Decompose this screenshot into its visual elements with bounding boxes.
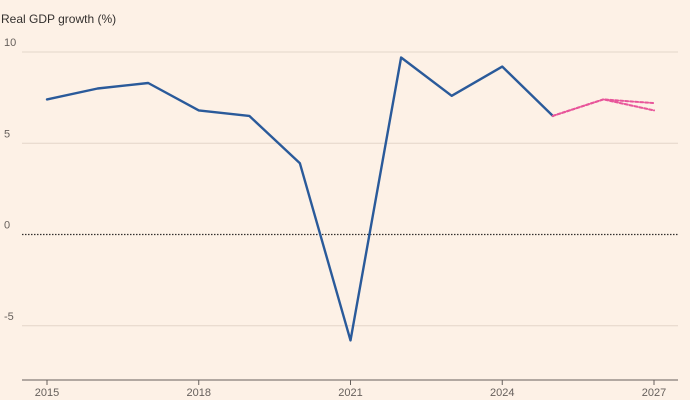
x-tick-label: 2021	[338, 387, 362, 399]
y-tick-label: 5	[4, 128, 10, 140]
y-tick-label: 10	[4, 37, 16, 49]
series-line-0	[45, 56, 554, 342]
y-axis-label: Real GDP growth (%)	[1, 12, 117, 26]
x-tick-label: 2018	[187, 387, 211, 399]
x-tick-label: 2015	[35, 387, 59, 399]
x-tick-label: 2027	[642, 387, 666, 399]
x-tick-label: 2024	[490, 387, 514, 399]
series-line-2	[551, 98, 655, 117]
y-tick-label: -5	[4, 311, 14, 323]
y-tick-label: 0	[4, 220, 10, 232]
